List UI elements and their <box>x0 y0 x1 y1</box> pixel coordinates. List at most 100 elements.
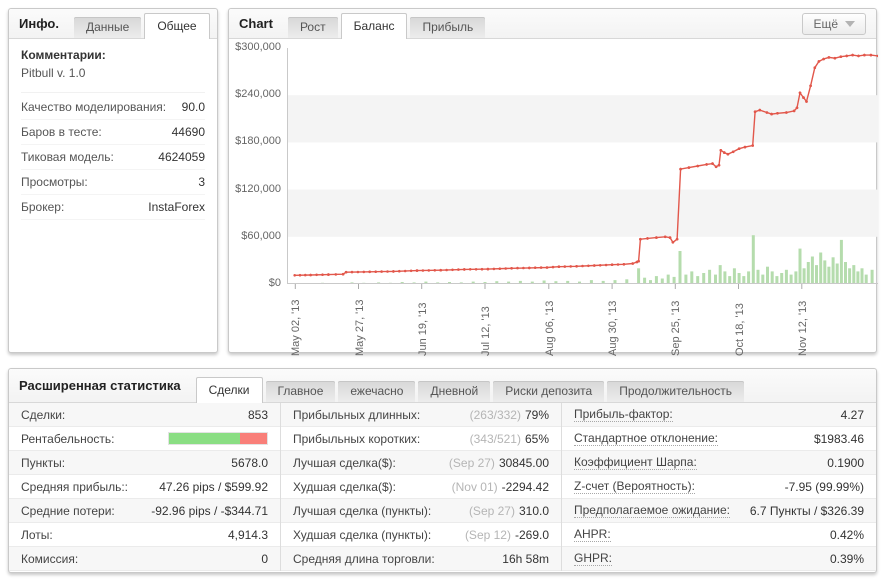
balance-marker <box>840 55 843 58</box>
balance-marker <box>445 269 448 272</box>
stat-label-best-trade-usd: Лучшая сделка($): <box>293 456 396 470</box>
balance-marker <box>309 274 312 277</box>
balance-marker <box>611 263 614 266</box>
stats-tab-main[interactable]: Главное <box>266 381 336 402</box>
chart-panel-tabs: РостБалансПрибыль <box>285 13 485 38</box>
balance-marker <box>715 166 718 169</box>
balance-marker <box>766 111 769 114</box>
balance-marker <box>516 267 519 270</box>
balance-marker <box>534 266 537 269</box>
balance-marker <box>720 149 723 152</box>
stat-label-ghpr[interactable]: GHPR: <box>574 551 612 566</box>
stat-row-worst-trade-usd: Худшая сделка($):(Nov 01)-2294.42 <box>281 475 561 499</box>
balance-marker <box>327 273 330 276</box>
balance-marker <box>475 268 478 271</box>
stat-values: 853 <box>248 408 268 422</box>
profit-bar <box>780 273 783 284</box>
balance-chart: $300,000$240,000$180,000$120,000$60,000$… <box>229 39 876 352</box>
stat-label-expected-payoff[interactable]: Предполагаемое ожидание: <box>574 503 730 518</box>
stat-row-ghpr: GHPR:0.39% <box>562 547 876 571</box>
profit-bar <box>733 268 736 284</box>
stat-values: -7.95 (99.99%) <box>785 480 864 494</box>
more-button[interactable]: Ещё <box>802 13 866 35</box>
profit-bar <box>832 257 835 284</box>
stat-label-ahpr[interactable]: AHPR: <box>574 527 611 542</box>
stat-row-profitable-shorts: Прибыльных коротких:(343/521)65% <box>281 427 561 451</box>
x-axis-label: May 02, '13 <box>290 299 302 356</box>
stats-tab-daily[interactable]: Дневной <box>418 381 490 402</box>
stat-row-std-deviation: Стандартное отклонение:$1983.46 <box>562 427 876 451</box>
chart-tab-profit[interactable]: Прибыль <box>410 17 485 38</box>
stat-value: 65% <box>525 432 549 446</box>
chart-tab-growth[interactable]: Рост <box>288 17 338 38</box>
balance-marker <box>727 153 730 156</box>
profit-bar <box>708 270 711 284</box>
balance-marker <box>809 85 812 88</box>
stat-label-z-score[interactable]: Z-счет (Вероятность): <box>574 479 695 494</box>
stats-tab-trades[interactable]: Сделки <box>196 377 263 403</box>
info-tab-data[interactable]: Данные <box>74 17 141 38</box>
stat-row-trades: Сделки:853 <box>9 403 280 427</box>
balance-marker <box>802 96 805 99</box>
profit-bar <box>679 251 682 284</box>
stat-label-std-deviation[interactable]: Стандартное отклонение: <box>574 431 718 446</box>
stat-label-lots: Лоты: <box>21 528 53 542</box>
balance-marker <box>416 269 419 272</box>
profit-bar <box>690 271 693 284</box>
balance-marker <box>342 273 345 276</box>
balance-marker <box>676 238 679 241</box>
balance-marker <box>293 274 296 277</box>
stat-row-avg-loss: Средние потери:-92.96 pips / -$344.71 <box>9 499 280 523</box>
balance-marker <box>321 273 324 276</box>
balance-marker <box>732 151 735 154</box>
stats-tab-hourly[interactable]: ежечасно <box>338 381 415 402</box>
stat-label-profit-factor[interactable]: Прибыль-фактор: <box>574 407 673 422</box>
info-tab-general[interactable]: Общее <box>144 13 209 39</box>
balance-marker <box>528 267 531 270</box>
balance-marker <box>504 267 507 270</box>
stats-panel-header: Расширенная статистика СделкиГлавноеежеч… <box>9 369 876 403</box>
info-row-bars-in-test: Баров в тесте:44690 <box>21 120 205 145</box>
info-row-tick-model: Тиковая модель:4624059 <box>21 145 205 170</box>
stat-row-profitable-longs: Прибыльных длинных:(263/332)79% <box>281 403 561 427</box>
stat-value-muted: (Nov 01) <box>452 480 498 494</box>
profit-bar <box>840 240 843 284</box>
chart-panel-header: Chart РостБалансПрибыль Ещё <box>229 9 876 39</box>
stat-row-profit-factor: Прибыль-фактор:4.27 <box>562 403 876 427</box>
stat-value-muted: (263/332) <box>470 408 521 422</box>
balance-marker <box>770 113 773 116</box>
stat-values: 0.1900 <box>827 456 864 470</box>
stat-value: 6.7 Пункты / $326.39 <box>750 504 864 518</box>
balance-marker <box>851 54 854 57</box>
balance-marker <box>469 268 472 271</box>
balance-chart-svg <box>287 48 878 290</box>
profit-bar <box>807 262 810 284</box>
stats-tab-duration[interactable]: Продолжительность <box>607 381 744 402</box>
chart-tab-balance[interactable]: Баланс <box>341 13 408 39</box>
balance-marker <box>439 269 442 272</box>
x-axis-label: Aug 30, '13 <box>607 301 619 356</box>
info-row-label: Баров в тесте: <box>21 125 102 139</box>
stats-tab-deposit-risks[interactable]: Риски депозита <box>493 381 604 402</box>
extended-statistics-panel: Расширенная статистика СделкиГлавноеежеч… <box>8 368 877 573</box>
info-row-value: 90.0 <box>182 100 205 114</box>
profit-bar <box>738 273 741 284</box>
profit-bar <box>655 276 658 284</box>
profit-bar <box>856 271 859 284</box>
stat-label-sharpe-ratio[interactable]: Коэффициент Шарпа: <box>574 455 697 470</box>
balance-line <box>295 55 878 275</box>
balance-marker <box>723 151 726 154</box>
balance-marker <box>335 273 338 276</box>
balance-marker <box>493 268 496 271</box>
balance-marker <box>870 54 873 57</box>
profit-bar <box>823 260 826 284</box>
balance-marker <box>540 266 543 269</box>
stat-label-worst-trade-points: Худшая сделка (пункты): <box>293 528 431 542</box>
balance-marker <box>575 265 578 268</box>
x-axis-label: Oct 18, '13 <box>734 303 746 356</box>
profit-bar <box>794 271 797 284</box>
y-axis-label: $0 <box>231 277 281 289</box>
profit-bar <box>714 275 717 284</box>
y-axis-label: $300,000 <box>231 41 281 53</box>
stat-row-worst-trade-points: Худшая сделка (пункты):(Sep 12)-269.0 <box>281 523 561 547</box>
